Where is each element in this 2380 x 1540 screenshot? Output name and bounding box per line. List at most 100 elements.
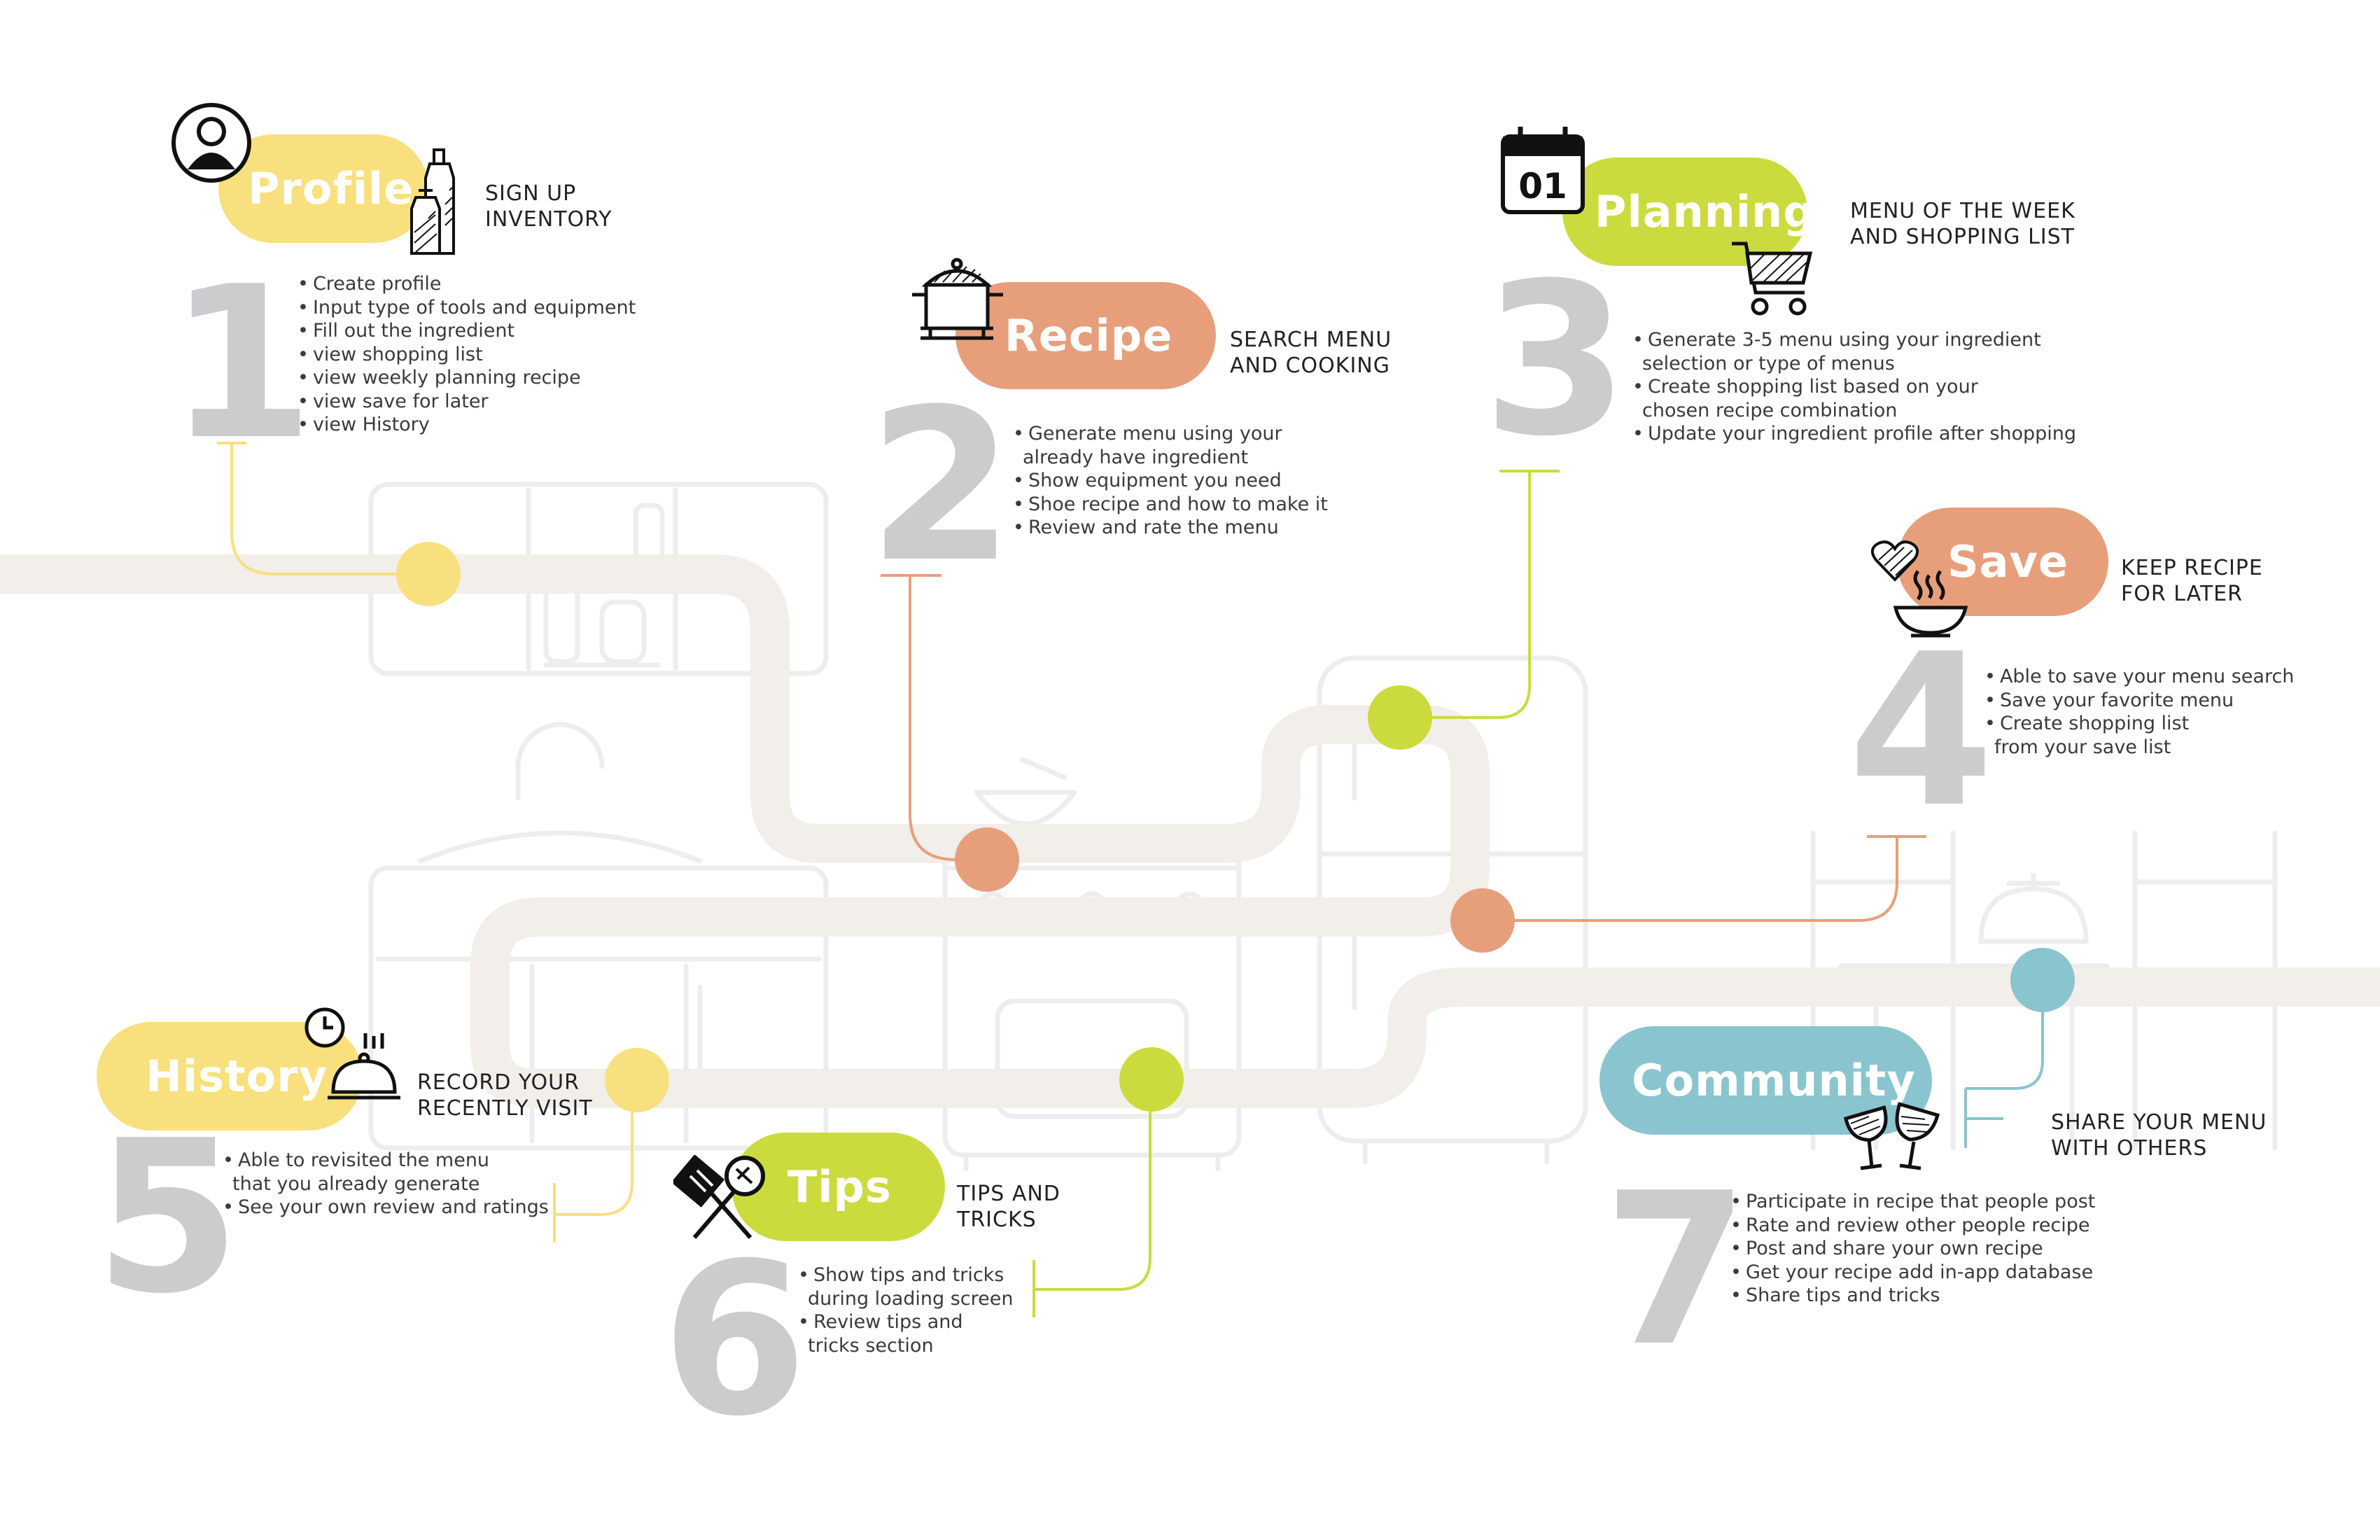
bullet-item: Review tips and tricks section: [798, 1310, 1013, 1357]
journey-road: [0, 554, 2380, 1108]
subtitle-line: AND SHOPPING LIST: [1850, 225, 2075, 249]
node-dot-3: [1368, 685, 1432, 750]
step-title-pill: Planning: [1562, 158, 1814, 266]
bullet-item: view save for later: [298, 390, 636, 414]
step-number: 1: [168, 241, 314, 486]
step-subtitle: SEARCH MENU AND COOKING: [1230, 327, 1392, 379]
subtitle-line: RECENTLY VISIT: [417, 1096, 593, 1121]
step-bullets: Generate 3-5 menu using your ingredient …: [1632, 328, 2076, 446]
bullet-item: Share tips and tricks: [1730, 1284, 2095, 1308]
node-dot-5: [605, 1048, 669, 1112]
bullet-item: view weekly planning recipe: [298, 366, 636, 390]
step-bullets: Participate in recipe that people post R…: [1730, 1190, 2095, 1308]
connector-3: [1400, 470, 1560, 719]
step-title: Profile: [248, 162, 414, 214]
bullet-item: Update your ingredient profile after sho…: [1632, 422, 2076, 446]
bullet-item: Generate menu using your already have in…: [1013, 422, 1328, 469]
step-number: 4: [1848, 609, 1994, 853]
user-icon: [172, 103, 251, 183]
bullet-item: Participate in recipe that people post: [1730, 1190, 2095, 1214]
node-dot-1: [396, 542, 461, 606]
step-subtitle: SHARE YOUR MENU WITH OTHERS: [2051, 1110, 2267, 1161]
bullet-item: Show tips and tricks during loading scre…: [798, 1264, 1013, 1310]
subtitle-line: MENU OF THE WEEK: [1850, 199, 2076, 223]
step-number: 7: [1603, 1148, 1749, 1392]
node-dot-2: [955, 827, 1019, 892]
subtitle-line: AND COOKING: [1230, 354, 1390, 378]
step-title: History: [146, 1050, 328, 1102]
subtitle-line: SHARE YOUR MENU: [2051, 1110, 2267, 1135]
step-subtitle: SIGN UP INVENTORY: [485, 181, 612, 232]
connector-4: [1483, 835, 1926, 922]
cloche-icon: [328, 1033, 400, 1100]
node-dot-4: [1450, 888, 1515, 953]
bullet-item: Rate and review other people recipe: [1730, 1214, 2095, 1238]
bullet-item: Review and rate the menu: [1013, 516, 1328, 540]
subtitle-line: TRICKS: [957, 1208, 1037, 1232]
subtitle-line: SIGN UP: [485, 181, 577, 206]
bullet-item: Generate 3-5 menu using your ingredient …: [1632, 328, 2076, 375]
subtitle-line: WITH OTHERS: [2051, 1136, 2208, 1161]
bullet-item: Get your recipe add in-app database: [1730, 1261, 2095, 1284]
cooking-pot-icon: [912, 258, 1003, 340]
step-title: Tips: [788, 1161, 892, 1212]
step-subtitle: TIPS AND TRICKS: [957, 1181, 1060, 1233]
subtitle-line: TIPS AND: [957, 1182, 1060, 1206]
step-bullets: Generate menu using your already have in…: [1013, 422, 1328, 540]
bullet-item: Post and share your own recipe: [1730, 1237, 2095, 1261]
bullet-item: Save your favorite menu: [1984, 689, 2294, 713]
subtitle-line: KEEP RECIPE: [2121, 556, 2263, 580]
step-bullets: Show tips and tricks during loading scre…: [798, 1264, 1013, 1357]
shopping-cart-icon: [1732, 241, 1813, 316]
step-title: Community: [1632, 1054, 1916, 1106]
step-title-pill: Tips: [732, 1133, 945, 1241]
bullet-item: view History: [298, 413, 636, 437]
subtitle-line: RECORD YOUR: [417, 1070, 580, 1095]
node-dot-7: [2010, 948, 2075, 1012]
wine-glasses-icon: [1843, 1102, 1940, 1170]
step-title-pill: Save: [1897, 507, 2108, 616]
step-bullets: Able to save your menu search Save your …: [1984, 665, 2294, 759]
bullet-item: Create profile: [298, 272, 636, 296]
node-dot-6: [1119, 1047, 1184, 1112]
bullet-item: Create shopping list from your save list: [1984, 712, 2294, 759]
step-title: Recipe: [1004, 309, 1173, 361]
bullet-item: Able to save your menu search: [1984, 665, 2294, 689]
bullet-item: view shopping list: [298, 343, 636, 367]
step-number: 2: [868, 364, 1014, 608]
connector-1: [217, 442, 428, 575]
subtitle-line: INVENTORY: [485, 207, 612, 232]
connector-6: [1032, 1079, 1152, 1317]
hot-bowl-icon: [1893, 570, 1968, 638]
subtitle-line: SEARCH MENU: [1230, 328, 1392, 352]
step-number: 5: [94, 1096, 241, 1340]
step-subtitle: KEEP RECIPE FOR LATER: [2121, 555, 2263, 607]
bullet-item: Create shopping list based on your chose…: [1632, 375, 2076, 422]
step-bullets: Able to revisited the menu that you alre…: [223, 1149, 549, 1219]
step-title: Save: [1947, 536, 2068, 587]
clock-icon: [304, 1007, 345, 1048]
step-bullets: Create profile Input type of tools and e…: [298, 272, 636, 437]
step-title-pill: Profile: [218, 134, 428, 243]
step-number: 6: [662, 1218, 808, 1462]
step-title-pill: Recipe: [955, 282, 1216, 389]
bullet-item: Able to revisited the menu that you alre…: [223, 1149, 549, 1196]
bottles-icon: [410, 148, 455, 255]
calendar-icon: 01: [1501, 127, 1585, 214]
connector-7: [1964, 980, 2044, 1148]
connector-5: [553, 1080, 634, 1242]
bullet-item: Show equipment you need: [1013, 469, 1328, 493]
step-number: 3: [1483, 238, 1629, 482]
bullet-item: Fill out the ingredient: [298, 319, 636, 343]
bullet-item: See your own review and ratings: [223, 1196, 549, 1219]
subtitle-line: FOR LATER: [2121, 582, 2243, 606]
bullet-item: Input type of tools and equipment: [298, 296, 636, 320]
connector-2: [881, 574, 987, 861]
bullet-item: Shoe recipe and how to make it: [1013, 493, 1328, 517]
spatula-icon: [673, 1155, 765, 1239]
step-title: Planning: [1595, 186, 1815, 237]
heart-icon: [1870, 540, 1919, 582]
